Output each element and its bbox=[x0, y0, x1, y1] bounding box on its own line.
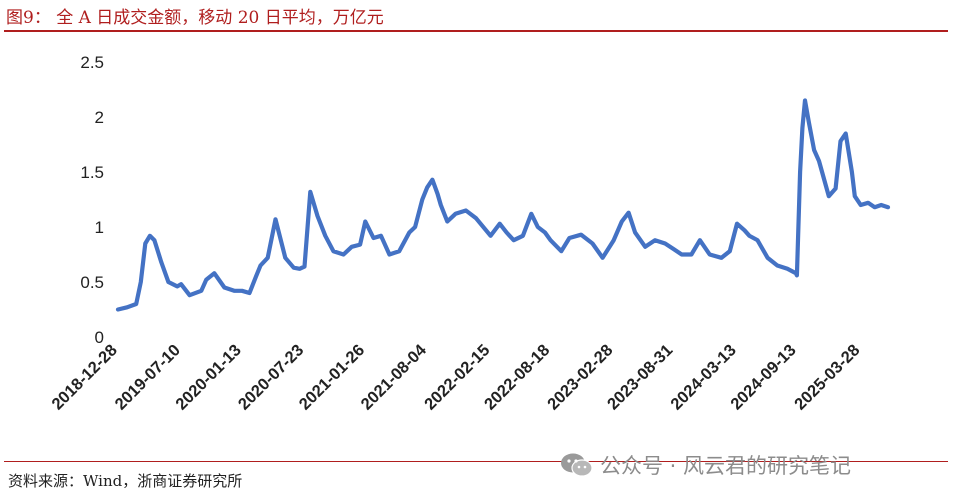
x-tick-label: 2024-09-13 bbox=[727, 341, 799, 413]
y-tick-label: 0.5 bbox=[80, 273, 104, 292]
y-tick-label: 2 bbox=[95, 108, 104, 127]
source-note: 资料来源：Wind，浙商证券研究所 bbox=[8, 472, 243, 490]
y-tick-label: 2.5 bbox=[80, 53, 104, 72]
bottom-divider bbox=[4, 461, 948, 462]
x-tick-label: 2022-08-18 bbox=[481, 341, 553, 413]
watermark-text: 公众号 · 风云君的研究笔记 bbox=[600, 454, 852, 478]
y-tick-label: 1.5 bbox=[80, 163, 104, 182]
x-tick-label: 2023-08-31 bbox=[604, 341, 676, 413]
series-line bbox=[115, 98, 891, 312]
x-tick-label: 2021-01-26 bbox=[296, 341, 368, 413]
x-tick-label: 2020-01-13 bbox=[172, 341, 244, 413]
wechat-icon bbox=[561, 453, 593, 477]
x-axis: 2018-12-282019-07-102020-01-132020-07-23… bbox=[48, 341, 863, 414]
plot-area bbox=[115, 98, 891, 312]
watermark: 公众号 · 风云君的研究笔记 bbox=[560, 450, 851, 480]
figure-title: 图9： 全 A 日成交金额，移动 20 日平均，万亿元 bbox=[6, 8, 384, 28]
y-axis: 0 0.5 1 1.5 2 2.5 bbox=[80, 53, 104, 347]
x-tick-label: 2018-12-28 bbox=[48, 341, 120, 413]
x-tick-label: 2021-08-04 bbox=[358, 341, 431, 414]
y-tick-label: 1 bbox=[95, 218, 104, 237]
y-tick-label: 0 bbox=[95, 328, 104, 347]
top-divider bbox=[4, 30, 948, 32]
x-tick-label: 2025-03-28 bbox=[791, 341, 863, 413]
chart: 0 0.5 1 1.5 2 2.5 2018-12-282019-07-102020-01… bbox=[48, 53, 891, 414]
